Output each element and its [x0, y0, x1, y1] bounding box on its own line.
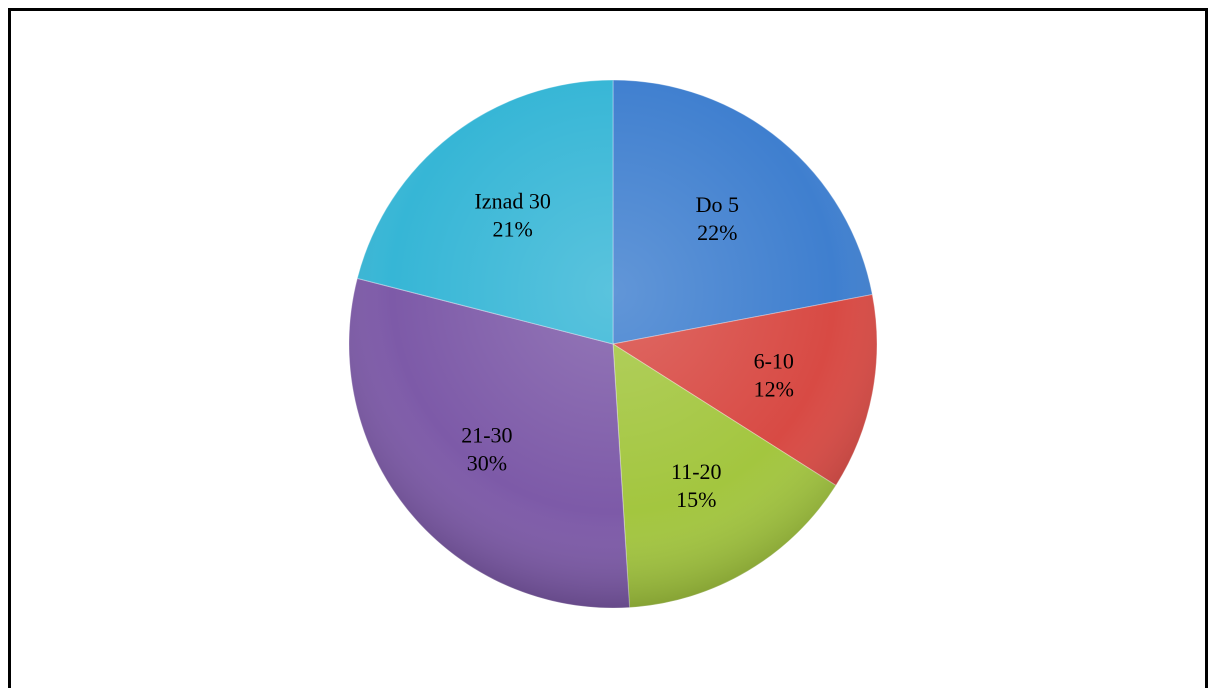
pie-labels: Do 5 22% 6-10 12% 11-20 15% 21-30 30% Iznad 30 21… [461, 189, 794, 512]
slice-category-label: Do 5 [696, 192, 739, 217]
slice-category-label: 6-10 [754, 349, 794, 374]
pie-slices [348, 79, 878, 609]
slice-percent-label: 22% [697, 220, 737, 245]
slice-category-label: Iznad 30 [474, 189, 550, 214]
slice-label-21-30: 21-30 30% [461, 422, 512, 475]
slice-label-6-10: 6-10 12% [754, 349, 794, 402]
slice-percent-label: 21% [493, 217, 533, 242]
slice-category-label: 21-30 [461, 422, 512, 447]
slice-label-11-20: 11-20 15% [671, 459, 722, 512]
slice-category-label: 11-20 [671, 459, 722, 484]
slice-percent-label: 12% [754, 377, 794, 402]
slice-label-iznad-30: Iznad 30 21% [474, 189, 550, 242]
slice-percent-label: 15% [676, 487, 716, 512]
slice-percent-label: 30% [467, 450, 507, 475]
slice-label-do-5: Do 5 22% [696, 192, 739, 245]
